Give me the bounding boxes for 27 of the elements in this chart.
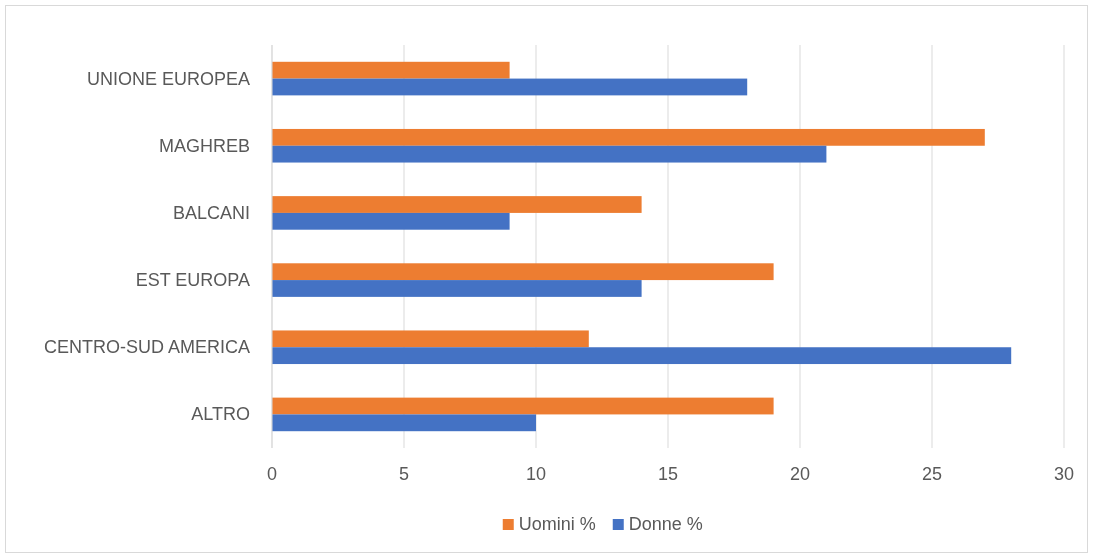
- bar: [272, 397, 774, 415]
- y-tick-label: EST EUROPA: [135, 270, 250, 291]
- x-tick-label: 25: [921, 464, 943, 484]
- y-tick-label: BALCANI: [172, 202, 250, 223]
- bar: [272, 61, 510, 79]
- y-tick-label: CENTRO-SUD AMERICA: [43, 337, 250, 358]
- bar: [272, 212, 510, 230]
- legend-label: Donne %: [628, 514, 703, 534]
- bar: [272, 347, 1012, 365]
- x-tick-label: 10: [525, 464, 547, 484]
- bar: [272, 280, 642, 297]
- x-tick-label: 30: [1053, 464, 1075, 484]
- bar: [272, 128, 985, 146]
- x-tick-label: 15: [657, 464, 679, 484]
- y-tick-label: ALTRO: [191, 404, 250, 425]
- y-tick-label: MAGHREB: [158, 135, 250, 156]
- x-tick-label: 0: [266, 464, 278, 484]
- bar: [272, 78, 748, 96]
- bar: [272, 263, 774, 281]
- x-tick-label: 5: [398, 464, 410, 484]
- legend-label: Uomini %: [518, 514, 596, 534]
- bar: [272, 145, 827, 163]
- x-tick-label: 20: [789, 464, 811, 484]
- bar: [272, 414, 536, 432]
- y-tick-label: UNIONE EUROPEA: [86, 68, 250, 89]
- bar: [272, 330, 589, 348]
- bar: [272, 196, 642, 213]
